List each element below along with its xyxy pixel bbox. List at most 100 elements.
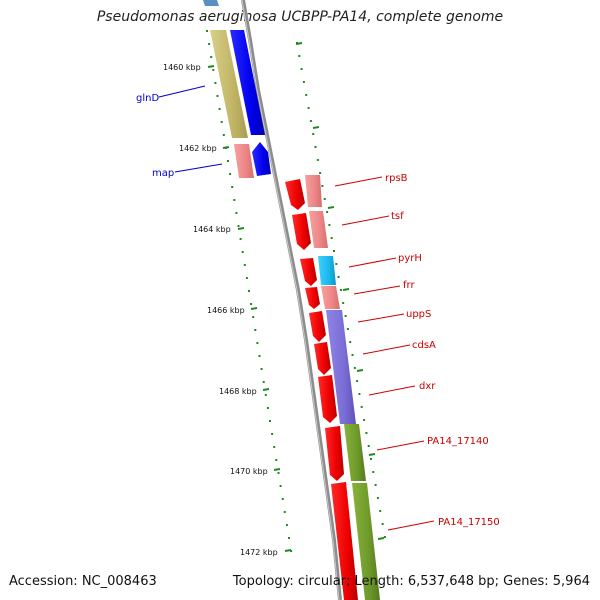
tick-dot: [316, 159, 319, 161]
major-ticks: [207, 42, 385, 552]
major-tick-left: [284, 549, 292, 552]
function-track-right: [305, 175, 380, 600]
tick-dot: [321, 185, 324, 187]
tick-dot: [360, 406, 363, 408]
gene-dxr[interactable]: [318, 375, 337, 423]
tick-dot: [335, 263, 338, 265]
gene-PA14_17150[interactable]: [331, 482, 358, 600]
tick-dot: [227, 160, 229, 162]
function-bar-rpsB[interactable]: [305, 175, 322, 207]
tick-dot: [258, 355, 261, 357]
gene-rpsB[interactable]: [285, 179, 305, 210]
tick-dot: [243, 264, 246, 266]
label-rpsB[interactable]: rpsB: [385, 173, 408, 184]
function-bar-frr[interactable]: [321, 286, 340, 309]
label-PA14_17140[interactable]: PA14_17140: [427, 436, 489, 447]
label-dxr[interactable]: dxr: [419, 381, 436, 392]
tick-dot: [250, 303, 253, 305]
major-tick-left: [262, 388, 270, 391]
tick-dot: [319, 172, 322, 174]
tick-dot: [214, 82, 217, 84]
tick-dot: [208, 43, 211, 45]
label-pyrH[interactable]: pyrH: [398, 253, 422, 264]
tick-dot: [312, 133, 315, 135]
map-title: Pseudomonas aeruginosa UCBPP-PA14, compl…: [96, 9, 504, 25]
label-cdsA[interactable]: cdsA: [412, 340, 436, 351]
major-tick-right: [377, 537, 385, 540]
tick-dot: [245, 277, 248, 279]
tick-dot: [252, 316, 255, 318]
label-frr[interactable]: frr: [403, 280, 415, 291]
tick-dot: [290, 550, 293, 552]
gene-tsf[interactable]: [292, 213, 311, 250]
tick-dot: [275, 459, 278, 461]
label-map[interactable]: map: [152, 168, 174, 179]
tick-dot: [300, 68, 303, 70]
tick-dot: [271, 433, 274, 435]
tick-dot: [218, 108, 221, 110]
function-bar-map[interactable]: [234, 144, 254, 178]
tick-dot: [288, 537, 290, 539]
tick-dot: [353, 367, 356, 369]
tick-dot: [342, 302, 345, 304]
gene-map[interactable]: [252, 142, 271, 176]
label-uppS[interactable]: uppS: [406, 309, 431, 320]
tick-dot: [266, 407, 269, 409]
label-glnD[interactable]: glnD: [136, 93, 159, 104]
tick-dot: [220, 121, 223, 123]
tick-dot: [370, 458, 372, 460]
gene-pyrH[interactable]: [300, 258, 317, 286]
tick-dot: [351, 354, 354, 356]
kbp-label-1466: 1466 kbp: [207, 306, 245, 315]
gene-track-right: [285, 179, 358, 600]
accession-text: Accession: NC_008463: [9, 574, 157, 589]
tick-dot: [283, 511, 286, 513]
tick-dot: [363, 419, 366, 421]
tick-dot: [237, 225, 240, 227]
tick-dot: [307, 107, 310, 109]
tick-dot: [233, 199, 236, 201]
tick-dot: [281, 498, 284, 500]
label-PA14_17150[interactable]: PA14_17150: [438, 517, 500, 528]
gene-frr[interactable]: [305, 287, 320, 309]
tick-dot: [302, 81, 305, 83]
gene-uppS[interactable]: [309, 311, 326, 342]
function-bar-glnD[interactable]: [210, 30, 248, 138]
major-tick-left: [207, 65, 215, 68]
tick-dot: [337, 276, 340, 278]
function-bar-uppS-dxr[interactable]: [326, 310, 356, 424]
function-bar-tsf[interactable]: [309, 211, 328, 248]
major-tick-right: [356, 369, 364, 372]
label-tsf[interactable]: tsf: [391, 211, 404, 222]
tick-dot: [358, 393, 361, 395]
label-line-rpsB: [334, 176, 383, 187]
function-bar-PA14_17150[interactable]: [352, 483, 380, 600]
tick-dot: [269, 420, 271, 422]
tick-dot: [330, 237, 333, 239]
function-bar-pyrH[interactable]: [318, 256, 336, 285]
kbp-label-1470: 1470 kbp: [230, 467, 268, 476]
tick-dot: [285, 524, 288, 526]
tick-dot: [379, 510, 382, 512]
function-bar-PA14_17140[interactable]: [344, 424, 366, 481]
gene-glnD[interactable]: [230, 30, 265, 135]
kbp-label-1464: 1464 kbp: [193, 225, 231, 234]
label-line-PA14_17140: [376, 440, 425, 451]
major-tick-right: [312, 126, 320, 129]
genome-info-text: Topology: circular; Length: 6,537,648 bp…: [232, 574, 590, 589]
label-line-dxr: [368, 385, 416, 396]
kbp-label-1468: 1468 kbp: [219, 387, 257, 396]
major-tick-right: [368, 453, 376, 456]
tick-dot: [349, 341, 352, 343]
tick-dot: [229, 173, 232, 175]
label-line-frr: [353, 285, 401, 295]
tick-dot: [210, 56, 213, 58]
kbp-label-1472: 1472 kbp: [240, 548, 278, 557]
tick-dot: [326, 211, 329, 213]
gene-cdsA[interactable]: [314, 342, 331, 375]
tick-dot: [212, 69, 215, 71]
gene-PA14_17140[interactable]: [325, 426, 344, 481]
label-line-PA14_17150: [387, 520, 435, 531]
tick-dot: [328, 224, 331, 226]
